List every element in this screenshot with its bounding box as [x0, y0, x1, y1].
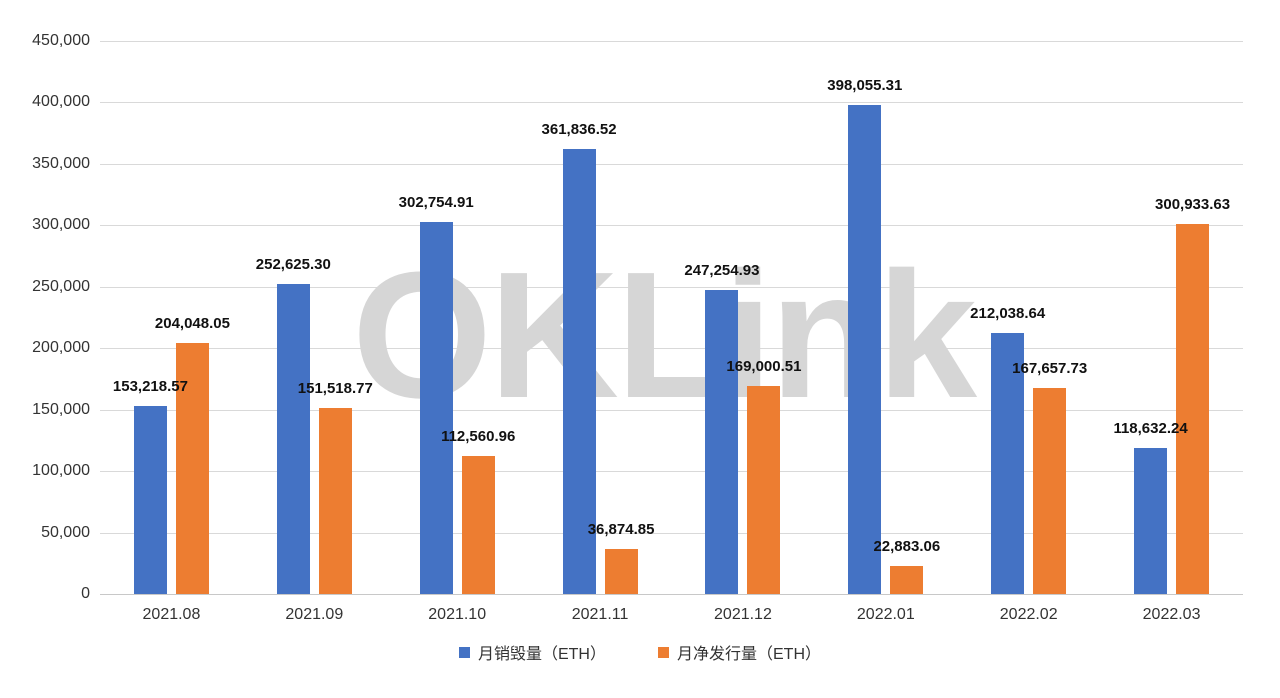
y-axis-tick-label: 100,000 [32, 462, 90, 480]
x-axis-label: 2022.03 [1142, 606, 1201, 623]
gridline [100, 409, 1243, 411]
x-axis-label: 2021.08 [142, 606, 201, 623]
bar-value-label: 252,625.30 [255, 255, 331, 273]
bar-issuance [604, 548, 638, 594]
bar-value-label: 167,657.73 [1012, 359, 1088, 377]
bar-burn [705, 290, 739, 594]
bar-burn [419, 221, 453, 594]
legend-swatch-icon [658, 646, 669, 658]
legend-item-burn: 月销毁量（ETH） [458, 640, 606, 664]
bar-burn [1134, 448, 1168, 594]
bar-value-label: 112,560.96 [441, 427, 516, 445]
bar-value-label: 300,933.63 [1155, 196, 1231, 214]
y-axis-tick-label: 450,000 [32, 32, 90, 49]
gridline [100, 348, 1243, 350]
bar-issuance [461, 455, 495, 594]
bar-value-label: 169,000.51 [726, 358, 802, 376]
legend-label: 月销毁量（ETH） [477, 646, 606, 663]
bar-value-label: 151,518.77 [297, 379, 373, 397]
bar-issuance [318, 407, 352, 594]
gridline [100, 594, 1243, 595]
x-axis-label: 2021.12 [714, 606, 772, 623]
bar-issuance [890, 565, 924, 594]
bar-burn [562, 149, 596, 594]
x-axis-label: 2022.01 [856, 606, 915, 623]
legend: 月销毁量（ETH） 月净发行量（ETH） [0, 640, 1280, 664]
x-axis-label: 2021.11 [571, 606, 629, 623]
gridline [100, 41, 1243, 42]
bar-value-label: 153,218.57 [112, 377, 188, 395]
y-axis-tick-label: 400,000 [32, 93, 90, 111]
legend-item-issuance: 月净发行量（ETH） [658, 640, 821, 664]
bar-value-label: 247,254.93 [684, 262, 760, 280]
gridline [100, 225, 1243, 227]
bar-value-label: 212,038.64 [970, 305, 1046, 323]
bar-issuance [1033, 387, 1067, 594]
bar-burn [991, 333, 1025, 594]
bar-burn [133, 405, 167, 594]
bar-value-label: 204,048.05 [154, 315, 230, 333]
bar-issuance [1176, 224, 1210, 594]
x-axis-label: 2021.09 [285, 606, 344, 623]
x-axis-label: 2022.02 [999, 606, 1058, 623]
bar-value-label: 118,632.24 [1113, 420, 1188, 438]
bar-value-label: 302,754.91 [398, 193, 474, 211]
y-axis-tick-label: 150,000 [32, 400, 90, 418]
gridline [100, 102, 1243, 104]
bar-issuance [175, 343, 209, 594]
gridline [100, 471, 1243, 473]
x-axis-label: 2021.10 [428, 606, 487, 623]
y-axis-tick-label: 250,000 [32, 277, 90, 295]
gridline [100, 286, 1243, 288]
bar-value-label: 361,836.52 [541, 121, 617, 139]
legend-swatch-icon [458, 646, 470, 658]
y-axis-tick-label: 300,000 [32, 216, 90, 234]
y-axis-tick-label: 350,000 [32, 154, 90, 172]
bar-issuance [747, 386, 781, 594]
bar-burn [276, 283, 310, 594]
bar-value-label: 398,055.31 [827, 76, 903, 94]
y-axis-tick-label: 200,000 [32, 339, 90, 357]
gridline [100, 163, 1243, 165]
gridline [100, 532, 1243, 534]
legend-label: 月净发行量（ETH） [677, 646, 822, 663]
y-axis-tick-label: 0 [81, 585, 90, 602]
bar-value-label: 36,874.85 [587, 520, 655, 538]
y-axis-tick-label: 50,000 [41, 523, 90, 541]
bar-value-label: 22,883.06 [873, 537, 941, 555]
bar-burn [848, 104, 882, 594]
